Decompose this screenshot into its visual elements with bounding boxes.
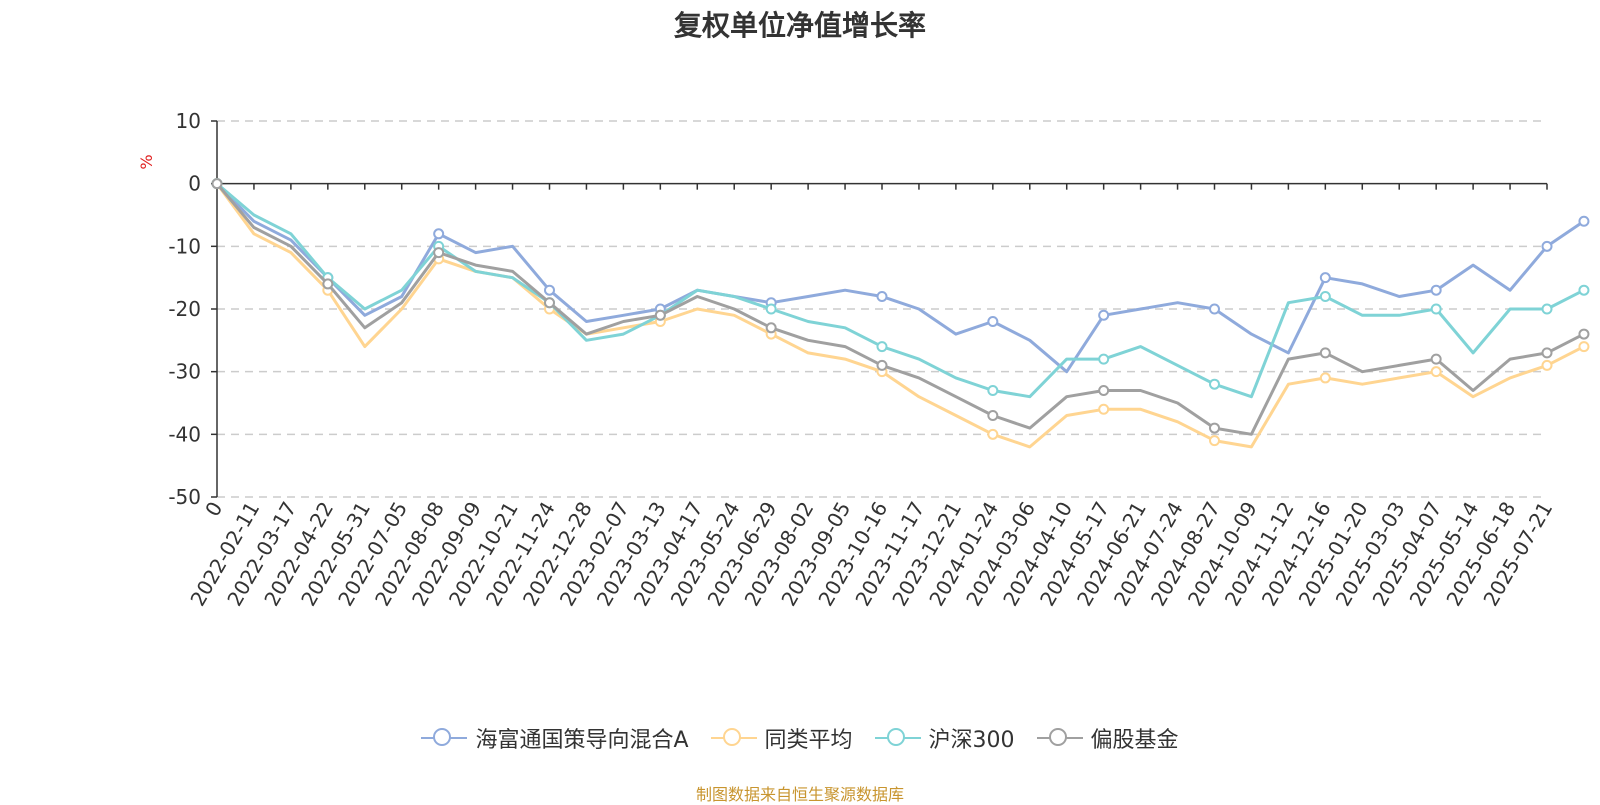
data-point: [765, 322, 777, 334]
data-point: [1319, 347, 1331, 359]
data-point: [1430, 366, 1442, 378]
data-point: [1541, 347, 1553, 359]
legend-item[interactable]: 同类平均: [710, 722, 853, 754]
y-tick-label: -40: [168, 422, 201, 446]
y-tick-label: -20: [168, 297, 201, 321]
data-point: [1209, 303, 1220, 315]
y-tick-label: -10: [168, 234, 201, 258]
data-point: [1430, 303, 1442, 315]
y-tick-label: -30: [168, 360, 201, 384]
x-tick-label: 0: [200, 498, 227, 521]
data-point: [1209, 378, 1220, 390]
y-tick-label: -50: [168, 485, 201, 509]
data-source-note: 制图数据来自恒生聚源数据库: [695, 785, 904, 804]
data-point: [1578, 328, 1590, 340]
data-point: [433, 228, 445, 240]
series-line: [215, 182, 1585, 449]
data-point: [1098, 353, 1110, 365]
data-point: [987, 410, 999, 422]
data-point: [1578, 215, 1590, 227]
data-point: [1319, 290, 1331, 302]
data-point: [1098, 403, 1110, 415]
series-line: [215, 182, 1585, 436]
legend-item[interactable]: 海富通国策导向混合A: [421, 722, 689, 754]
series-lines: [211, 178, 1590, 449]
data-point: [1541, 303, 1553, 315]
data-point: [544, 284, 555, 296]
data-point: [1209, 422, 1220, 434]
data-point: [1541, 240, 1553, 252]
data-point: [211, 178, 223, 190]
legend-label: 偏股基金: [1090, 728, 1179, 753]
y-tick-label: 0: [188, 172, 201, 196]
data-point: [987, 384, 999, 396]
data-point: [987, 316, 999, 328]
data-point: [433, 247, 445, 259]
data-point: [1430, 284, 1442, 296]
data-point: [1541, 359, 1553, 371]
data-point: [876, 341, 888, 353]
legend-item[interactable]: 偏股基金: [1036, 722, 1179, 754]
legend-symbol: [710, 728, 757, 748]
data-point: [322, 278, 334, 290]
series-line: [215, 182, 1585, 374]
data-point: [987, 428, 999, 440]
data-point: [1578, 284, 1590, 296]
data-point: [1319, 272, 1331, 284]
data-point: [1430, 353, 1442, 365]
y-axis-unit-label: %: [137, 154, 156, 169]
data-point: [876, 290, 888, 302]
data-point: [654, 309, 666, 321]
y-tick-label: 10: [176, 109, 201, 133]
axes: [211, 120, 1548, 498]
data-point: [544, 297, 555, 309]
data-point: [1098, 384, 1110, 396]
legend-symbol: [874, 728, 921, 748]
data-point: [1578, 341, 1590, 353]
legend-label: 同类平均: [764, 728, 853, 753]
data-point: [1098, 309, 1110, 321]
data-point: [1209, 435, 1220, 447]
data-point: [765, 303, 777, 315]
legend-label: 沪深300: [928, 728, 1015, 753]
series-line: [216, 182, 1585, 399]
legend: 海富通国策导向混合A 同类平均 沪深300 偏股基金: [0, 722, 1600, 754]
legend-label: 海富通国策导向混合A: [475, 728, 689, 753]
legend-item[interactable]: 沪深300: [874, 722, 1015, 754]
legend-symbol: [421, 728, 468, 748]
data-point: [876, 359, 888, 371]
legend-symbol: [1036, 728, 1083, 748]
chart-title: 复权单位净值增长率: [673, 9, 926, 42]
data-point: [1319, 372, 1331, 384]
